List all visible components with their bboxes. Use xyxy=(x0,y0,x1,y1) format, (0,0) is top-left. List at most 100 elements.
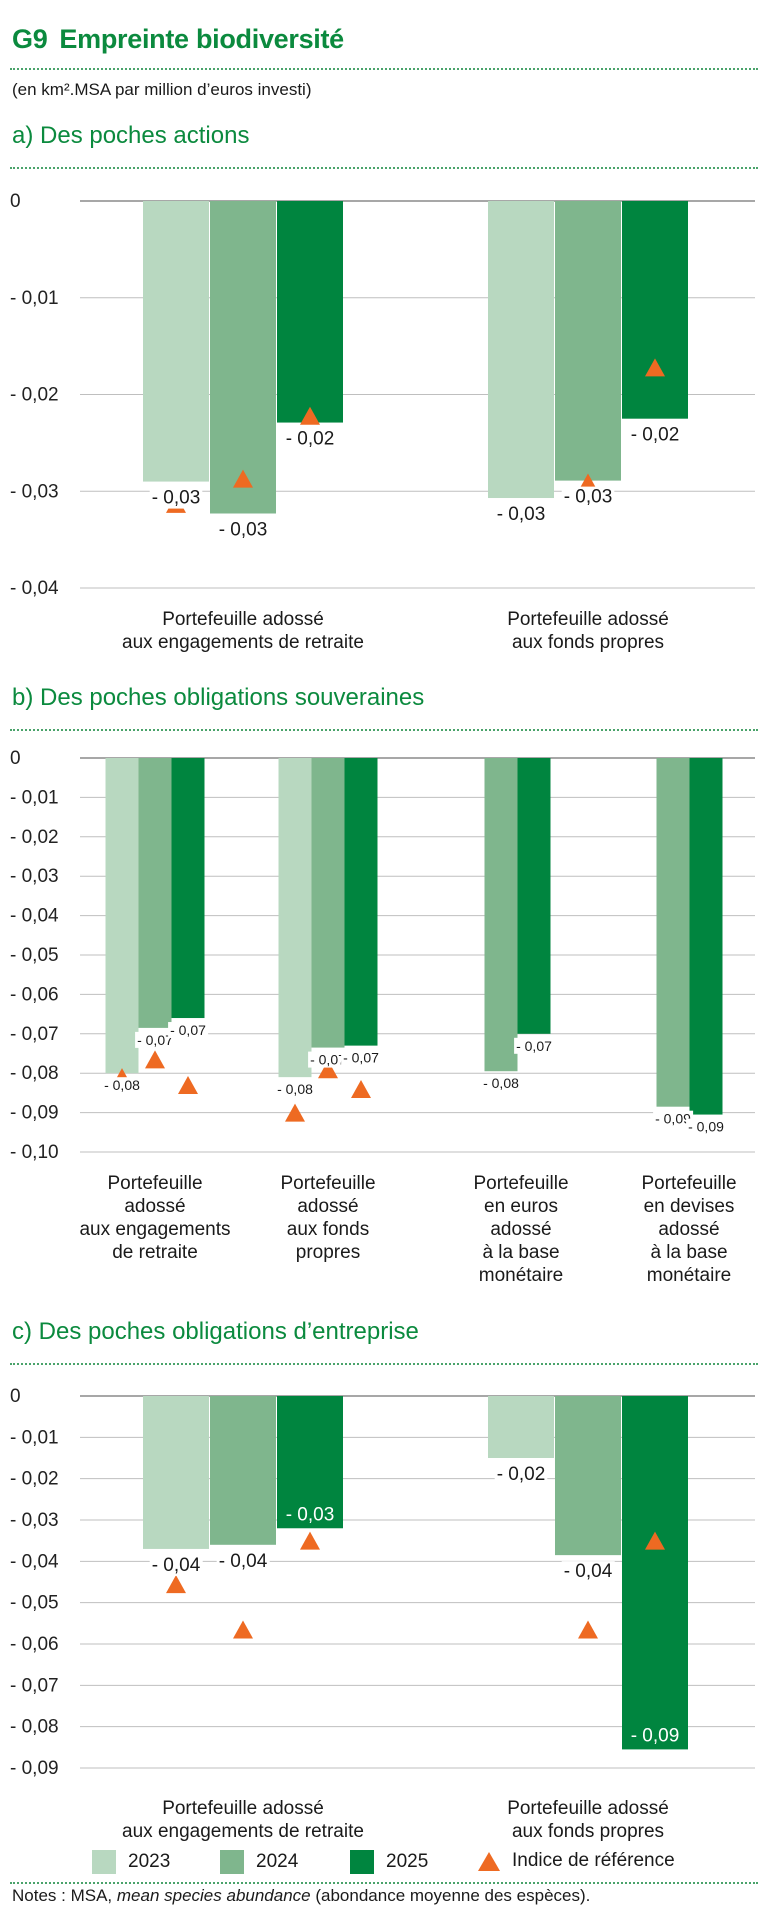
data-label-background xyxy=(561,1561,615,1583)
bar-2023 xyxy=(488,1396,554,1458)
y-tick-label: - 0,02 xyxy=(10,385,59,406)
data-label: - 0,07 xyxy=(343,1050,379,1066)
y-tick-label: - 0,04 xyxy=(10,578,59,599)
section-title-b: b) Des poches obligations souveraines xyxy=(12,684,425,711)
category-label: en euros xyxy=(484,1196,558,1217)
data-label: - 0,02 xyxy=(631,425,680,446)
y-tick-label: - 0,09 xyxy=(10,1758,59,1779)
bar-2025 xyxy=(277,201,343,423)
category-label: monétaire xyxy=(479,1265,564,1286)
category-label: aux fonds propres xyxy=(512,1821,664,1842)
y-tick-label: - 0,04 xyxy=(10,906,59,927)
data-label-background xyxy=(102,1077,143,1094)
data-label-background xyxy=(135,1031,176,1048)
reference-marker xyxy=(645,1531,665,1550)
legend-label: 2023 xyxy=(128,1851,171,1872)
divider xyxy=(10,729,758,731)
data-label-background xyxy=(168,1022,209,1039)
bar-2025 xyxy=(622,1396,688,1750)
chart-actions: 0 - 0,01 - 0,02 - 0,03 - 0,04 - 0,03 - 0,03 - 0… xyxy=(10,191,755,653)
data-label-background xyxy=(149,487,203,509)
bar-2025 xyxy=(517,758,551,1034)
data-label-background xyxy=(216,519,270,541)
bar-2023 xyxy=(105,758,139,1074)
category-label: aux fonds propres xyxy=(512,632,664,653)
y-tick-label: - 0,01 xyxy=(10,787,59,808)
data-label: - 0,07 xyxy=(137,1032,173,1048)
data-label: - 0,07 xyxy=(310,1052,346,1068)
y-tick-label: - 0,06 xyxy=(10,1634,59,1655)
category-label: Portefeuille adossé xyxy=(162,1798,324,1819)
category-label: propres xyxy=(296,1242,360,1263)
category-label: adossé xyxy=(490,1219,551,1240)
chart-sovereign-bonds: 0 - 0,01 - 0,02 - 0,03 - 0,04 - 0,05 - 0,06 - 0… xyxy=(10,748,755,1286)
y-tick-label: - 0,03 xyxy=(10,481,59,502)
chart-corporate-bonds: 0 - 0,01 - 0,02 - 0,03 - 0,04 - 0,05 - 0,06 - 0… xyxy=(10,1386,755,1842)
category-label: à la base xyxy=(650,1242,727,1263)
divider xyxy=(10,1363,758,1365)
category-label: adossé xyxy=(297,1196,358,1217)
y-tick-label: - 0,01 xyxy=(10,288,59,309)
section-title-a: a) Des poches actions xyxy=(12,122,250,149)
category-label: adossé xyxy=(658,1219,719,1240)
legend-item-2025: 2025 xyxy=(350,1850,428,1874)
data-label-background xyxy=(653,1110,694,1127)
data-label-background xyxy=(341,1049,382,1066)
legend-item-2024: 2024 xyxy=(220,1850,298,1874)
data-label-background xyxy=(308,1051,349,1068)
y-tick-label: 0 xyxy=(10,748,21,769)
data-label: - 0,04 xyxy=(152,1555,201,1576)
bar-2024 xyxy=(311,758,345,1048)
data-label: - 0,09 xyxy=(655,1111,691,1127)
y-tick-label: - 0,02 xyxy=(10,1469,59,1490)
y-tick-label: - 0,02 xyxy=(10,827,59,848)
category-label: à la base xyxy=(482,1242,559,1263)
figure-subtitle: (en km².MSA par million d’euros investi) xyxy=(12,80,312,99)
category-label: Portefeuille xyxy=(280,1173,375,1194)
data-label-background xyxy=(149,1554,203,1576)
bar-2025 xyxy=(622,201,688,419)
legend: 2023 2024 2025 Indice de référence xyxy=(0,1850,768,1880)
bar-2024 xyxy=(210,201,276,514)
reference-marker xyxy=(318,1060,338,1079)
reference-marker xyxy=(351,1079,371,1098)
reference-marker xyxy=(233,469,253,488)
data-label: - 0,03 xyxy=(219,520,268,541)
data-label: - 0,04 xyxy=(564,1561,613,1582)
reference-marker xyxy=(578,1620,598,1639)
data-label-background xyxy=(494,1464,548,1485)
data-label: - 0,07 xyxy=(170,1022,206,1038)
legend-label: 2025 xyxy=(386,1851,429,1872)
y-tick-label: - 0,04 xyxy=(10,1551,59,1572)
category-label: aux engagements xyxy=(79,1219,230,1240)
y-tick-label: - 0,05 xyxy=(10,1593,59,1614)
category-label: Portefeuille xyxy=(473,1173,568,1194)
data-label-background xyxy=(514,1037,555,1054)
y-tick-label: - 0,08 xyxy=(10,1063,59,1084)
reference-marker xyxy=(145,1050,165,1069)
y-tick-label: - 0,10 xyxy=(10,1142,59,1163)
bar-2024 xyxy=(484,758,518,1072)
reference-marker xyxy=(285,1103,305,1122)
triangle-icon xyxy=(478,1851,500,1871)
data-label: - 0,02 xyxy=(286,429,335,450)
reference-marker xyxy=(178,1076,198,1095)
bar-2025 xyxy=(344,758,378,1046)
y-tick-label: - 0,01 xyxy=(10,1427,59,1448)
category-label: Portefeuille xyxy=(107,1173,202,1194)
y-tick-label: - 0,03 xyxy=(10,1510,59,1531)
data-label: - 0,07 xyxy=(516,1038,552,1054)
data-label: - 0,02 xyxy=(497,1464,546,1485)
category-label: Portefeuille adossé xyxy=(162,609,324,630)
bar-2024 xyxy=(656,758,690,1107)
notes-prefix: Notes : MSA, xyxy=(12,1886,117,1905)
data-label: - 0,03 xyxy=(564,487,613,508)
data-label-background xyxy=(216,1550,270,1572)
y-tick-label: - 0,08 xyxy=(10,1717,59,1738)
bar-2024 xyxy=(210,1396,276,1545)
y-tick-label: - 0,09 xyxy=(10,1103,59,1124)
category-label: Portefeuille adossé xyxy=(507,1798,669,1819)
bar-2023 xyxy=(488,201,554,499)
y-tick-label: - 0,07 xyxy=(10,1675,59,1696)
bar-2025 xyxy=(171,758,205,1019)
